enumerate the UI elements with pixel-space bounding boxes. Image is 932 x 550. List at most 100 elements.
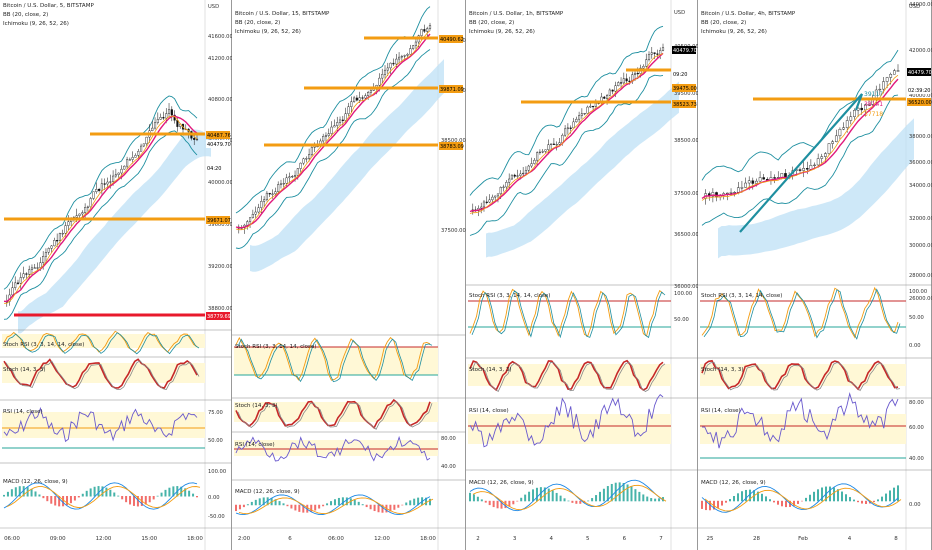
oscillator-line [235,336,431,381]
macd-histogram-bar [777,500,779,505]
candle-body [109,181,112,183]
candle-body [61,233,64,235]
macd-histogram-bar [579,500,582,504]
price-tick: 38500.00 [441,138,466,144]
macd-histogram-bar [109,489,112,497]
macd-histogram-bar [125,496,128,503]
candle-body [414,41,418,46]
candle-body [645,59,648,67]
candle-body [145,136,148,145]
macd-histogram-bar [81,493,84,497]
macd-histogram-bar [377,504,380,513]
macd-histogram-bar [630,486,633,502]
macd-histogram-bar [484,500,487,503]
macd-histogram-bar [520,497,523,502]
chart-canvas-5m[interactable]: 41600.0041200.0040800.0040400.0040000.00… [0,0,232,550]
macd-histogram-bar [105,487,108,497]
candle-body [547,144,550,150]
price-tag-text: 40479.70 [673,48,697,54]
candle-body [827,143,831,154]
pane-tick: 40.00 [909,456,924,462]
macd-histogram-bar [571,500,574,503]
chart-canvas-15m[interactable]: 40500.0039500.0038500.0037500.0040490.62… [232,0,466,550]
candle-body [522,172,525,175]
macd-histogram-bar [156,495,159,497]
macd-histogram-bar [805,497,807,502]
chart-canvas-1h[interactable]: 40500.0039500.0038500.0037500.0036500.00… [466,0,698,550]
macd-histogram-bar [749,489,751,502]
price-tick: 40800.00 [208,97,232,103]
candle-body [744,182,747,188]
macd-histogram-bar [294,504,297,511]
price-tag [206,140,230,148]
chart-panel-1h[interactable]: 40500.0039500.0038500.0037500.0036500.00… [466,0,698,550]
macd-histogram-bar [93,486,96,497]
candle-body [617,82,620,86]
price-tag-text: 36520.00 [908,100,932,106]
candle-body [423,29,426,32]
candle-body [403,55,406,57]
candle-body [412,45,415,49]
macd-histogram-bar [77,496,80,498]
rsi-label: RSI (14, close) [701,408,741,414]
price-tag [439,35,463,43]
candle-body [120,168,123,174]
bb-lower-line [701,94,899,226]
macd-histogram-bar [22,486,25,497]
chart-panel-4h[interactable]: 44000.00 42000.00 40000.00 38000.00 36000.00… [698,0,932,550]
macd-histogram-bar [152,496,155,500]
candle-body [279,183,283,185]
macd-histogram-bar [192,493,195,497]
candle-body [134,155,137,158]
candle-body [824,153,827,157]
candle-body [541,151,544,153]
candle-body [305,158,308,160]
time-tick: 18:00 [420,536,436,542]
macd-histogram-bar [833,487,835,502]
macd-histogram-bar [69,496,72,504]
candle-body [86,206,89,208]
pane-band [468,414,671,444]
candle-body [106,181,109,185]
candle-body [538,151,541,154]
macd-histogram-bar [46,496,49,502]
candle-body [16,282,20,284]
macd-histogram-bar [180,486,183,497]
macd-signal-line [472,484,667,511]
candle-body [257,207,260,213]
candle-body [22,273,25,278]
candle-body [580,113,583,116]
indicator-ichimoku: Ichimoku (9, 26, 52, 26) [235,29,301,35]
candle-body [611,89,614,92]
macd-histogram-bar [6,491,9,497]
macd-histogram-bar [845,494,847,502]
chart-panel-5m[interactable]: 41600.0041200.0040800.0040400.0040000.00… [0,0,232,550]
macd-histogram-bar [626,484,629,502]
pane-tick: 100.00 [208,469,226,475]
macd-histogram-bar [729,499,731,502]
chart-canvas-4h[interactable]: 44000.00 42000.00 40000.00 38000.00 36000.00… [698,0,932,550]
candle-body [502,186,505,188]
candle-body [622,78,625,84]
macd-histogram-bar [512,500,515,505]
price-tag-text: 38783.09 [440,144,464,150]
macd-histogram-bar [504,500,507,509]
candle-body [381,74,384,79]
candle-body [89,198,92,208]
macd-histogram-bar [38,494,41,497]
indicator-ichimoku: Ichimoku (9, 26, 52, 26) [469,29,535,35]
macd-histogram-bar [524,494,527,502]
candle-body [575,118,578,123]
candle-body [30,267,34,270]
macd-histogram-bar [357,501,360,506]
candle-body [47,248,50,253]
time-tick: 8 [894,536,898,542]
macd-histogram-bar [54,496,57,506]
price-tag [672,84,696,92]
ichimoku-base-line [701,74,899,201]
macd-histogram-bar [50,496,53,504]
macd-histogram-bar [532,489,535,502]
chart-panel-15m[interactable]: 40500.0039500.0038500.0037500.0040490.62… [232,0,466,550]
pane-tick: 0.00 [909,343,921,349]
candle-body [711,192,715,197]
